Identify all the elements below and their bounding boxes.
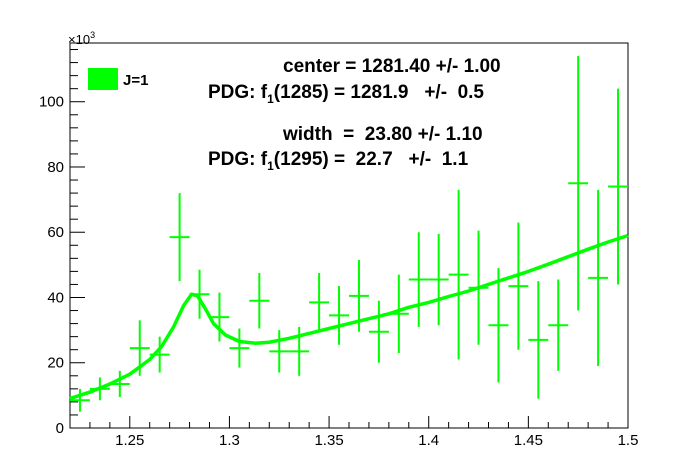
annotation-pdg-1285: PDG: f1(1285) = 1281.9 +/- 0.5 bbox=[208, 82, 484, 106]
data-point bbox=[249, 273, 270, 329]
legend-label: J=1 bbox=[123, 72, 148, 89]
y-tick-label: 40 bbox=[47, 289, 64, 306]
data-point bbox=[528, 281, 549, 399]
data-point bbox=[329, 286, 349, 345]
data-point bbox=[209, 292, 230, 342]
data-point bbox=[548, 279, 569, 371]
data-point bbox=[229, 328, 250, 368]
data-point bbox=[368, 300, 389, 363]
data-point bbox=[588, 189, 609, 367]
data-points bbox=[70, 56, 628, 412]
x-tick-label: 1.35 bbox=[314, 432, 343, 449]
annotation-center: center = 1281.40 +/- 1.00 bbox=[283, 56, 501, 77]
x-tick-label: 1.3 bbox=[219, 432, 240, 449]
annotation-pdg-1295: PDG: f1(1295) = 22.7 +/- 1.1 bbox=[208, 149, 469, 173]
data-point bbox=[169, 193, 190, 282]
fit-curve bbox=[69, 233, 629, 401]
x-tick-label: 1.4 bbox=[418, 432, 439, 449]
y-tick-label: 20 bbox=[47, 355, 64, 372]
data-point bbox=[508, 222, 529, 350]
data-point bbox=[70, 388, 90, 412]
data-point bbox=[269, 330, 290, 373]
y-tick-label: 80 bbox=[47, 159, 64, 176]
annotations: center = 1281.40 +/- 1.00 PDG: f1(1285) … bbox=[208, 56, 501, 173]
y-tick-label: 60 bbox=[47, 224, 64, 241]
data-point bbox=[408, 232, 429, 327]
y-tick-label: 0 bbox=[56, 420, 64, 437]
x-tick-label: 1.5 bbox=[618, 432, 639, 449]
y-multiplier: ×103 bbox=[68, 30, 95, 47]
data-point bbox=[568, 56, 589, 311]
data-point bbox=[309, 273, 330, 332]
legend: J=1 bbox=[88, 68, 148, 90]
data-point bbox=[488, 268, 509, 383]
x-tick-label: 1.25 bbox=[115, 432, 144, 449]
tick-labels: 1.25 1.3 1.35 1.4 1.45 1.5 0 20 40 60 80 100 bbox=[39, 94, 638, 449]
legend-swatch bbox=[88, 68, 118, 90]
x-tick-label: 1.45 bbox=[514, 432, 543, 449]
y-tick-label: 100 bbox=[39, 94, 64, 111]
data-point bbox=[428, 233, 449, 326]
data-point bbox=[608, 88, 628, 285]
data-point bbox=[448, 189, 469, 360]
axis-ticks bbox=[69, 49, 629, 429]
annotation-width: width = 23.80 +/- 1.10 bbox=[282, 124, 483, 145]
